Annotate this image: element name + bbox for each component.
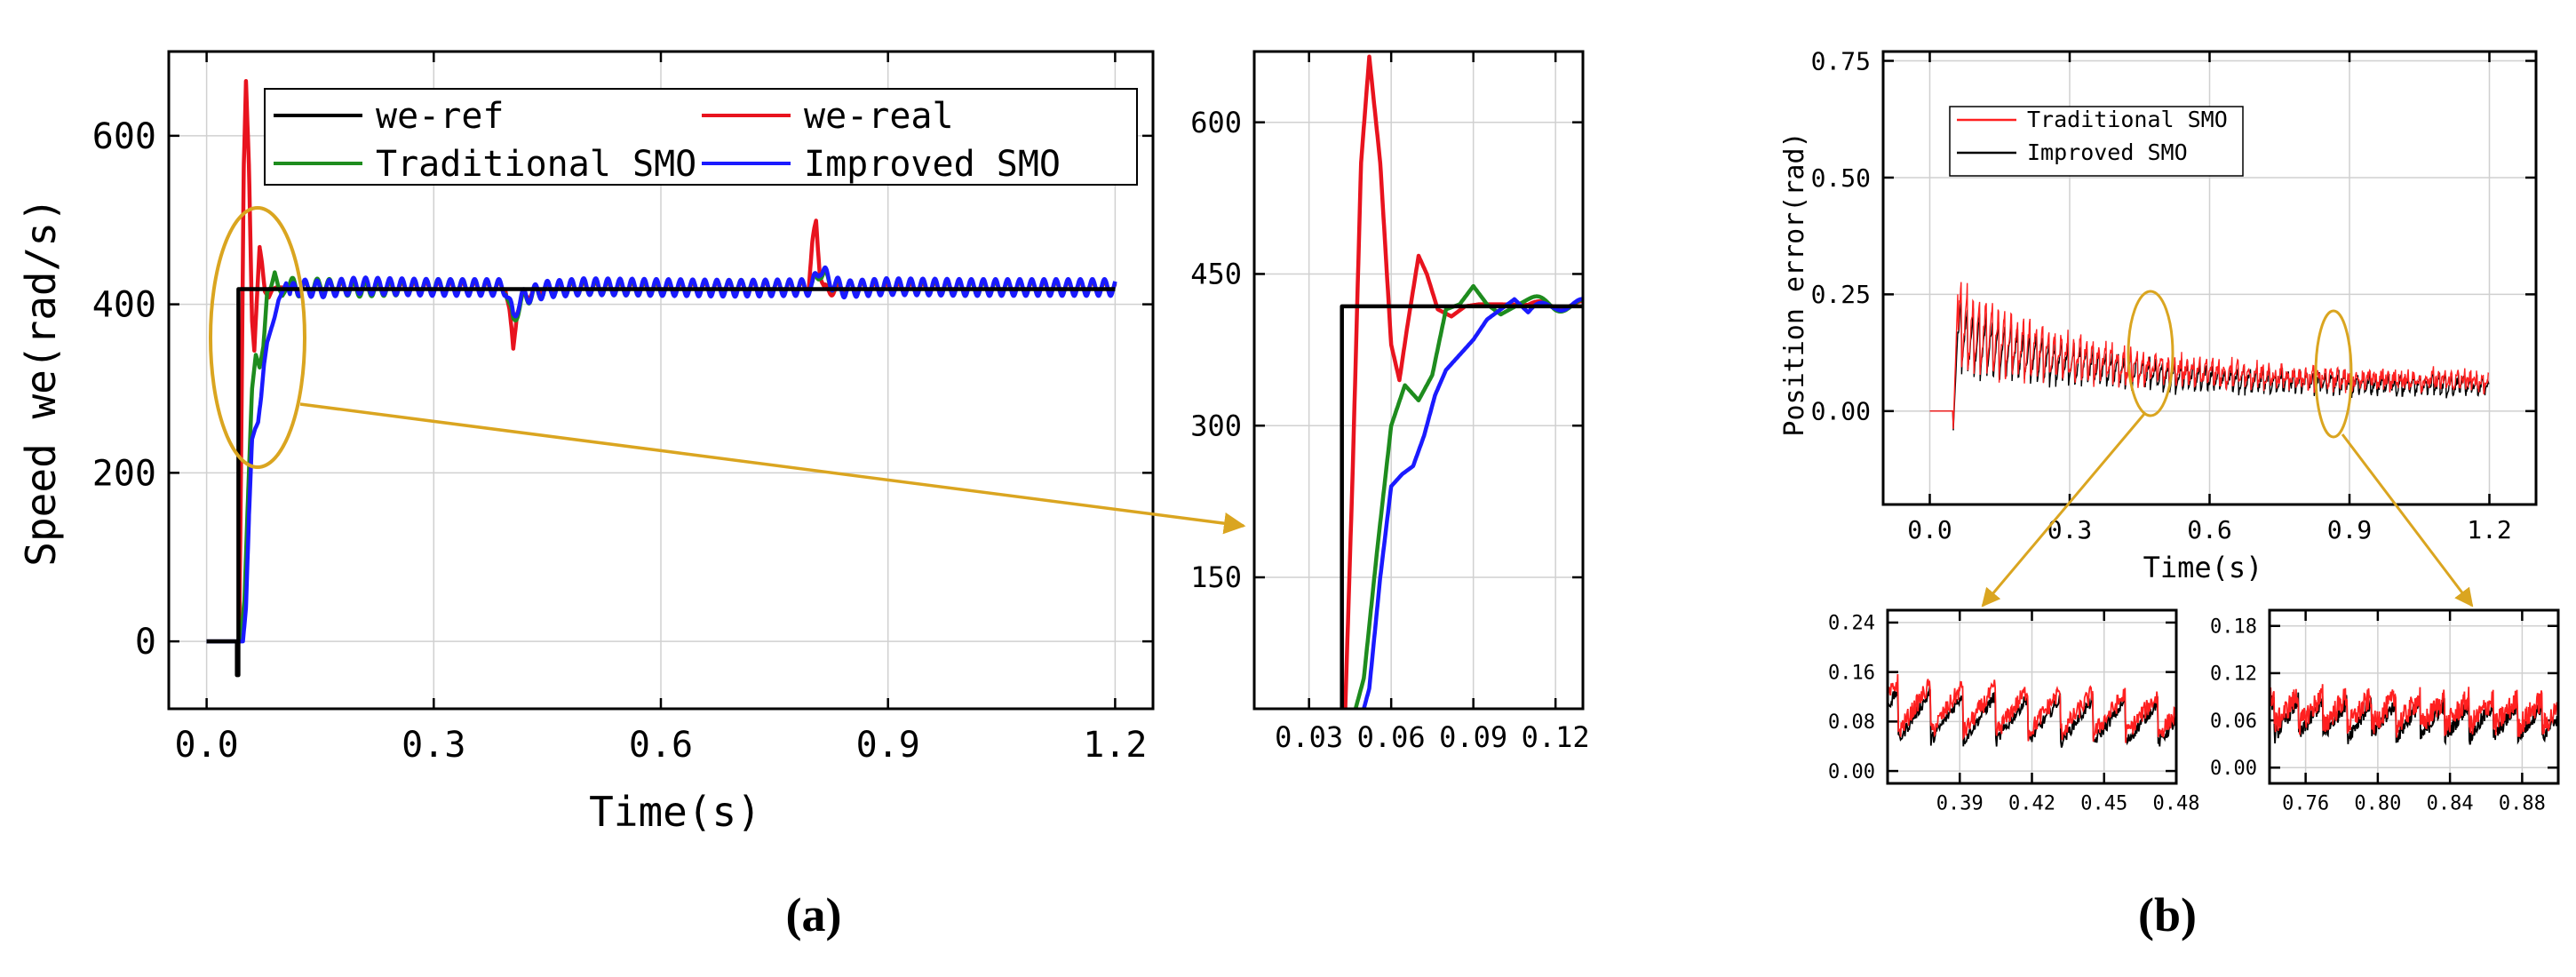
x-tick-label: 0.09 [1439,720,1507,754]
zoom-region-ellipse-b2 [2314,309,2353,439]
y-tick-label: 600 [1190,106,1242,139]
series-line-we-ref [206,287,1116,678]
y-tick-label: 0.50 [1811,163,1871,193]
y-tick-label: 0.00 [1811,397,1871,426]
x-tick-label: 0.03 [1275,720,1343,754]
panel-a-ylabel: Speed we(rad/s) [17,197,65,566]
panel-b-zoom-chart-1: 0.39 0.42 0.45 0.48 0.00 0.08 0.16 0.24 [1828,608,2200,815]
x-tick-label: 0.0 [1907,515,1952,544]
plot-area [1929,282,2490,431]
panel-b-zoom-chart-2: 0.76 0.80 0.84 0.88 0.00 0.06 0.12 0.18 [2210,608,2560,815]
panel-a-legend: we-ref we-real Traditional SMO Improved SMO [264,88,1138,186]
x-tick-label: 0.76 [2282,793,2329,815]
panel-b-ylabel: Position error(rad) [1779,131,1810,436]
legend-entry-improved-smo: Improved SMO [804,144,1061,185]
plot-frame [1881,50,2538,506]
y-tick-label: 0.00 [2210,758,2257,780]
y-tick-label: 0.75 [1811,46,1871,75]
plot-frame [2268,608,2560,785]
zoom-series-line-improved-smo [1361,297,1583,709]
y-tick-label: 150 [1190,560,1242,594]
x-tick-label: 1.2 [1083,725,1147,766]
y-tick-label: 0.08 [1828,711,1875,734]
panel-b-legend: Traditional SMO Improved SMO [1949,106,2244,177]
zoom-arrow-b1 [1981,413,2146,608]
legend-entry-traditional-smo: Traditional SMO [2027,107,2228,132]
y-tick-label: 600 [92,116,156,157]
zoom-series-line-traditional-smo [1888,673,2176,743]
panel-a-zoom-chart: 0.03 0.06 0.09 0.12 150 300 450 600 [1190,50,1590,754]
x-tick-label: 0.9 [2327,515,2373,544]
x-tick-label: 0.6 [2187,515,2232,544]
zoom-region-ellipse [209,206,306,469]
x-tick-label: 0.0 [174,725,238,766]
series-line-traditional-smo [1929,282,2490,429]
x-tick-label: 0.9 [856,725,920,766]
y-tick-label: 200 [92,453,156,494]
zoom-annotations [209,206,2474,608]
x-tick-label: 0.84 [2427,793,2474,815]
zoom-arrow [299,402,1246,535]
panel-b-label: (b) [2138,888,2197,941]
x-tick-label: 0.3 [402,725,465,766]
x-tick-label: 0.6 [629,725,693,766]
plot-frame [167,50,1155,711]
zoom-arrow-b2 [2341,433,2474,608]
legend-entry-we-ref: we-ref [376,96,505,137]
panel-a-xlabel: Time(s) [589,788,761,836]
y-tick-label: 0.12 [2210,663,2257,686]
x-tick-label: 0.80 [2354,793,2401,815]
y-tick-label: 450 [1190,258,1242,291]
panel-a-label: (a) [786,888,842,941]
x-tick-label: 0.39 [1936,793,1984,815]
y-tick-label: 300 [1190,409,1242,442]
y-tick-label: 0.00 [1828,761,1875,783]
y-tick-label: 0 [135,622,156,663]
y-tick-label: 0.24 [1828,613,1875,635]
x-tick-label: 0.45 [2080,793,2127,815]
x-tick-label: 0.06 [1357,720,1426,754]
zoom-region-ellipse-b1 [2127,290,2174,417]
panel-a-main-chart: 0.0 0.3 0.6 0.9 1.2 0 200 400 600 we-ref we-real Tr… [92,50,1155,766]
panel-b-main-chart: 0.0 0.3 0.6 0.9 1.20.000.250.500.75Tradition… [1811,46,2538,544]
y-tick-label: 0.18 [2210,616,2257,638]
x-tick-label: 0.88 [2499,793,2546,815]
plot-area [2270,684,2558,746]
x-tick-label: 0.12 [1522,720,1590,754]
y-tick-label: 0.25 [1811,280,1871,309]
legend-entry-traditional-smo: Traditional SMO [376,144,696,185]
y-tick-label: 0.16 [1828,662,1875,684]
plot-area [204,78,1117,678]
plot-frame [1886,608,2178,785]
zoom-series-line-traditional-smo [2270,684,2558,738]
x-tick-label: 0.42 [2008,793,2055,815]
legend-entry-we-real: we-real [804,96,954,137]
x-tick-label: 1.2 [2467,515,2512,544]
zoom-series-line-traditional-smo [1353,283,1583,709]
plot-area [1340,54,1583,709]
zoom-series-line-we-real [1343,54,1583,709]
series-line-improved-smo [1929,300,2490,431]
plot-area [1888,673,2176,748]
legend-entry-improved-smo: Improved SMO [2027,139,2188,165]
y-tick-label: 0.06 [2210,711,2257,733]
x-tick-label: 0.48 [2153,793,2200,815]
y-tick-label: 400 [92,285,156,326]
panel-b-xlabel: Time(s) [2143,551,2263,584]
plot-frame [1252,50,1585,711]
